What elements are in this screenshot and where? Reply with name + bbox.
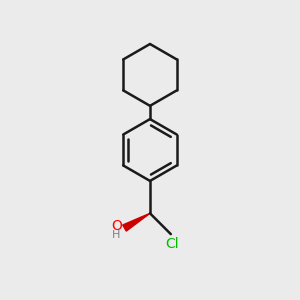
Text: Cl: Cl xyxy=(166,236,179,250)
Text: O: O xyxy=(111,219,122,233)
Polygon shape xyxy=(123,213,150,231)
Text: H: H xyxy=(112,230,120,239)
